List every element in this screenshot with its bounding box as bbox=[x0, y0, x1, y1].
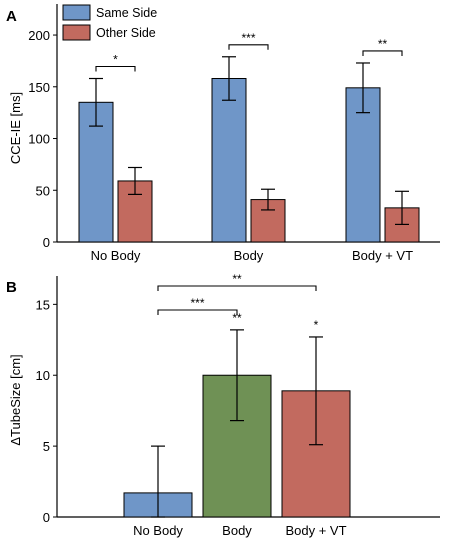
panel-a-y-tick-label: 150 bbox=[28, 80, 50, 95]
panel-a-bar bbox=[345, 87, 381, 243]
legend-swatch-other-side bbox=[62, 24, 91, 41]
panel-b-y-tick-label: 15 bbox=[36, 297, 50, 312]
panel-a-y-tick-label: 50 bbox=[36, 183, 50, 198]
panel-a-significance-label: * bbox=[113, 53, 118, 67]
panel-a-bar bbox=[250, 199, 286, 243]
panel-b-significance-label: * bbox=[314, 318, 319, 332]
panel-a-y-axis-label: CCE-IE [ms] bbox=[8, 92, 23, 164]
panel-b-y-axis-label: ΔTubeSize [cm] bbox=[8, 354, 23, 445]
panel-b-y-tick-label: 5 bbox=[43, 439, 50, 454]
panel-a-y-tick-label: 100 bbox=[28, 132, 50, 147]
panel-b-y-tick-label: 0 bbox=[43, 510, 50, 525]
panel-a-significance-bracket bbox=[228, 44, 269, 50]
panel-a-category-label: Body + VT bbox=[352, 248, 413, 263]
legend-label-same-side: Same Side bbox=[96, 6, 157, 20]
panel-b: B ΔTubeSize [cm] 0 5 10 15 No Body ** Body * Bod… bbox=[6, 272, 440, 538]
legend-label-other-side: Other Side bbox=[96, 26, 156, 40]
panel-a-bar bbox=[211, 78, 247, 243]
panel-b-bracket-label: *** bbox=[190, 296, 204, 310]
panel-b-y-tick-label: 10 bbox=[36, 368, 50, 383]
panel-a-significance-label: ** bbox=[378, 37, 388, 51]
panel-a-y-tick-label: 0 bbox=[43, 235, 50, 250]
panel-b-category-label: Body bbox=[222, 523, 252, 538]
panel-a-significance-label: *** bbox=[241, 31, 255, 45]
panel-a-significance-bracket bbox=[95, 65, 136, 72]
panel-a-significance-bracket bbox=[362, 50, 403, 56]
panel-a-y-tick-label: 200 bbox=[28, 28, 50, 43]
panel-b-significance-label: ** bbox=[232, 311, 242, 325]
legend-swatch-same-side bbox=[62, 4, 91, 21]
panel-a: A CCE-IE [ms] Same Side Other Side 0 50 10… bbox=[6, 4, 440, 263]
panel-b-category-label: Body + VT bbox=[285, 523, 346, 538]
panel-a-label: A bbox=[6, 8, 17, 25]
panel-a-category-label: No Body bbox=[91, 248, 141, 263]
panel-b-bracket-label: ** bbox=[232, 272, 242, 286]
panel-b-label: B bbox=[6, 279, 17, 296]
panel-b-significance-bracket bbox=[157, 309, 238, 315]
panel-a-legend: Same Side Other Side bbox=[62, 4, 157, 41]
panel-b-significance-bracket bbox=[157, 285, 317, 291]
panel-a-category-label: Body bbox=[234, 248, 264, 263]
panel-b-category-label: No Body bbox=[133, 523, 183, 538]
